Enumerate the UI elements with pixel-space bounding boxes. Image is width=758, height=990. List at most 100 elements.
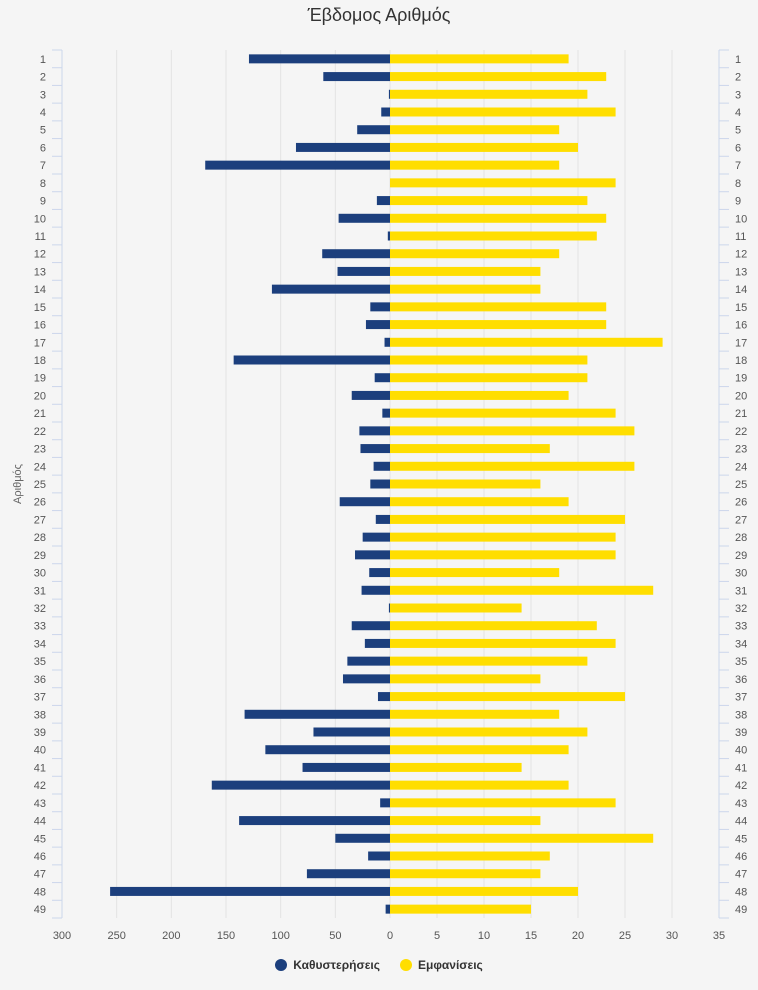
bar-delays-43 [380,798,390,808]
category-label-right: 20 [735,390,747,402]
category-label-right: 35 [735,656,747,668]
bar-delays-33 [351,621,390,631]
bar-appearances-26 [390,497,569,507]
bar-appearances-16 [390,320,607,330]
bar-appearances-40 [390,745,569,755]
category-label-left: 31 [34,585,46,597]
category-label-right: 43 [735,798,747,810]
category-label-right: 18 [735,355,747,367]
bar-delays-3 [388,89,390,99]
category-label-left: 8 [40,178,46,190]
bar-delays-10 [338,213,390,223]
category-label-right: 25 [735,479,747,491]
bar-delays-29 [355,550,390,560]
category-label-left: 16 [34,320,46,332]
bar-delays-41 [302,762,390,772]
category-label-right: 42 [735,780,747,792]
category-label-left: 3 [40,89,46,101]
right-value-tick-35: 35 [713,930,725,942]
category-label-left: 12 [34,249,46,261]
category-label-right: 31 [735,585,747,597]
bar-appearances-48 [390,886,578,896]
bar-delays-49 [385,904,390,914]
bar-delays-45 [335,833,390,843]
bar-delays-12 [322,249,390,259]
bar-appearances-44 [390,816,541,826]
bar-appearances-39 [390,727,588,737]
bar-delays-31 [361,585,390,595]
legend-item-appearances[interactable]: Εμφανίσεις [399,958,483,972]
bar-appearances-35 [390,656,588,666]
category-label-right: 21 [735,408,747,420]
bar-appearances-15 [390,302,607,312]
bar-appearances-38 [390,709,560,719]
bar-delays-35 [347,656,390,666]
category-label-left: 17 [34,337,46,349]
bar-delays-13 [337,266,390,276]
category-label-right: 45 [735,833,747,845]
bar-appearances-1 [390,54,569,64]
bar-delays-9 [376,196,390,206]
category-label-left: 30 [34,568,46,580]
category-label-left: 27 [34,514,46,526]
bar-appearances-21 [390,408,616,418]
category-label-left: 23 [34,444,46,456]
bar-appearances-30 [390,568,560,578]
bar-delays-44 [239,816,390,826]
category-label-left: 28 [34,532,46,544]
bar-delays-4 [381,107,390,117]
bar-delays-6 [295,142,390,152]
category-label-left: 26 [34,497,46,509]
left-value-tick-250: 250 [107,930,125,942]
bar-appearances-36 [390,674,541,684]
category-label-left: 1 [40,54,46,66]
bars [110,54,663,914]
bar-appearances-20 [390,390,569,400]
left-value-tick-200: 200 [162,930,180,942]
bar-delays-34 [364,638,390,648]
bar-appearances-7 [390,160,560,170]
left-value-tick-300: 300 [53,930,71,942]
bar-appearances-4 [390,107,616,117]
bar-appearances-28 [390,532,616,542]
right-value-tick-0: 0 [387,930,393,942]
bar-delays-22 [359,426,390,436]
right-value-tick-15: 15 [525,930,537,942]
category-label-left: 47 [34,869,46,881]
bar-delays-26 [339,497,390,507]
category-label-left: 41 [34,762,46,774]
legend-item-delays[interactable]: Καθυστερήσεις [275,958,380,972]
right-value-tick-25: 25 [619,930,631,942]
category-label-left: 6 [40,142,46,154]
bar-appearances-18 [390,355,588,365]
category-label-right: 33 [735,621,747,633]
bar-delays-16 [365,320,390,330]
legend-dot-delays-icon [275,959,288,971]
bar-delays-20 [351,390,390,400]
category-label-left: 36 [34,674,46,686]
category-label-left: 34 [34,638,46,650]
category-label-left: 20 [34,390,46,402]
left-value-tick-100: 100 [271,930,289,942]
category-label-right: 48 [735,886,747,898]
bar-appearances-19 [390,373,588,383]
bar-appearances-2 [390,72,607,82]
category-label-left: 32 [34,603,46,615]
right-value-tick-30: 30 [666,930,678,942]
category-label-right: 15 [735,302,747,314]
category-label-left: 10 [34,213,46,225]
category-label-right: 6 [735,142,741,154]
category-label-right: 30 [735,568,747,580]
category-label-right: 44 [735,816,747,828]
bar-appearances-9 [390,196,588,206]
bar-appearances-29 [390,550,616,560]
category-label-right: 49 [735,904,747,916]
bar-delays-30 [369,568,390,578]
category-label-left: 15 [34,302,46,314]
category-label-left: 2 [40,72,46,84]
bar-delays-38 [244,709,390,719]
bar-delays-18 [233,355,390,365]
bar-appearances-6 [390,142,578,152]
bar-delays-7 [205,160,390,170]
legend: Καθυστερήσεις Εμφανίσεις [0,958,758,972]
